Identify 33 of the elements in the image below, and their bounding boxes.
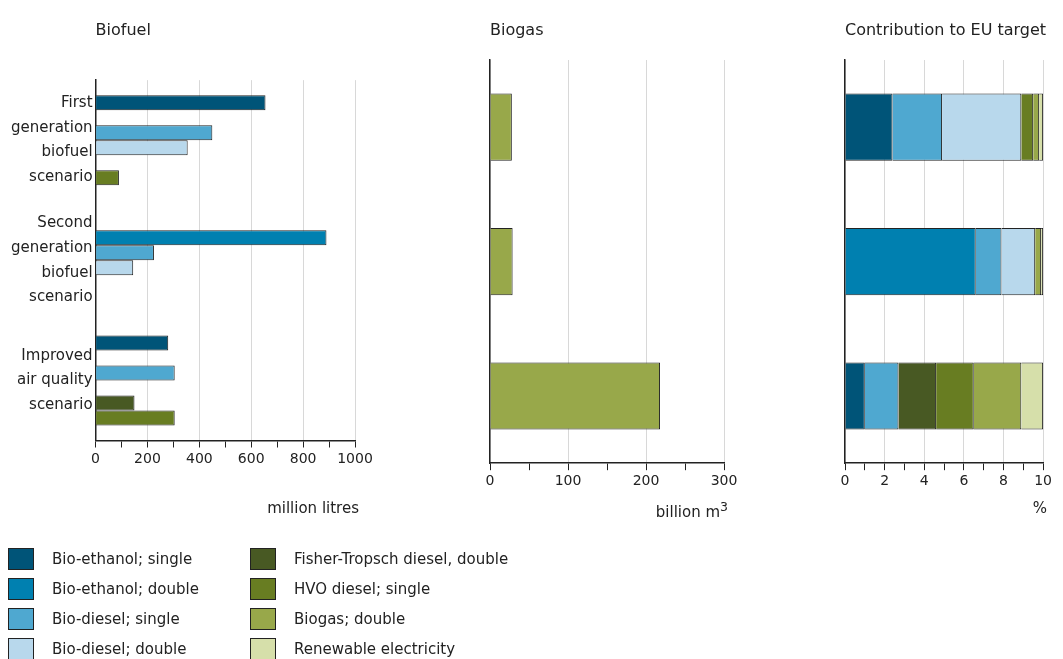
x-tick-label: 1000	[337, 449, 373, 466]
x-tick-label: 300	[710, 472, 738, 489]
x-tick-label: 4	[919, 472, 929, 489]
y-tick-label: Second generation biofuel scenario	[11, 213, 93, 306]
x-tick-label: 0	[840, 472, 850, 489]
x-tick-label: 800	[289, 449, 317, 466]
x-tick-label: 10	[1034, 472, 1053, 489]
legend-label: Fisher-Tropsch diesel, double	[294, 550, 509, 568]
x-tick-label: 400	[185, 449, 213, 466]
x-tick-label: 0	[91, 449, 101, 466]
legend-label: Renewable electricity	[294, 640, 456, 658]
legend-label: Bio-ethanol; single	[52, 550, 193, 568]
x-axis-title: million litres	[267, 499, 359, 517]
x-tick-label: 200	[134, 449, 161, 466]
x-tick-label: 200	[632, 472, 660, 489]
legend-label: Bio-diesel; double	[52, 640, 187, 658]
chart-title: Contribution to EU target	[845, 20, 1047, 39]
legend-label: Bio-ethanol; double	[52, 580, 199, 598]
x-tick-label: 8	[999, 472, 1008, 489]
y-tick-label: First generation biofuel scenario	[11, 92, 93, 186]
chart-title: Biofuel	[95, 20, 151, 39]
x-tick-label: 0	[485, 472, 495, 489]
x-axis-title: %	[1032, 499, 1048, 517]
x-tick-label: 6	[959, 472, 969, 489]
x-tick-label: 2	[880, 472, 890, 489]
x-tick-label: 600	[237, 449, 265, 466]
chart-title: Biogas	[490, 20, 544, 39]
legend-label: HVO diesel; single	[294, 580, 431, 598]
y-tick-label: Improved air quality scenario	[16, 345, 93, 414]
legend-label: Bio-diesel; single	[52, 610, 180, 628]
x-tick-label: 100	[554, 472, 582, 489]
legend-label: Biogas; double	[294, 610, 406, 628]
x-axis-title: billion m$^{3}$	[655, 499, 728, 521]
